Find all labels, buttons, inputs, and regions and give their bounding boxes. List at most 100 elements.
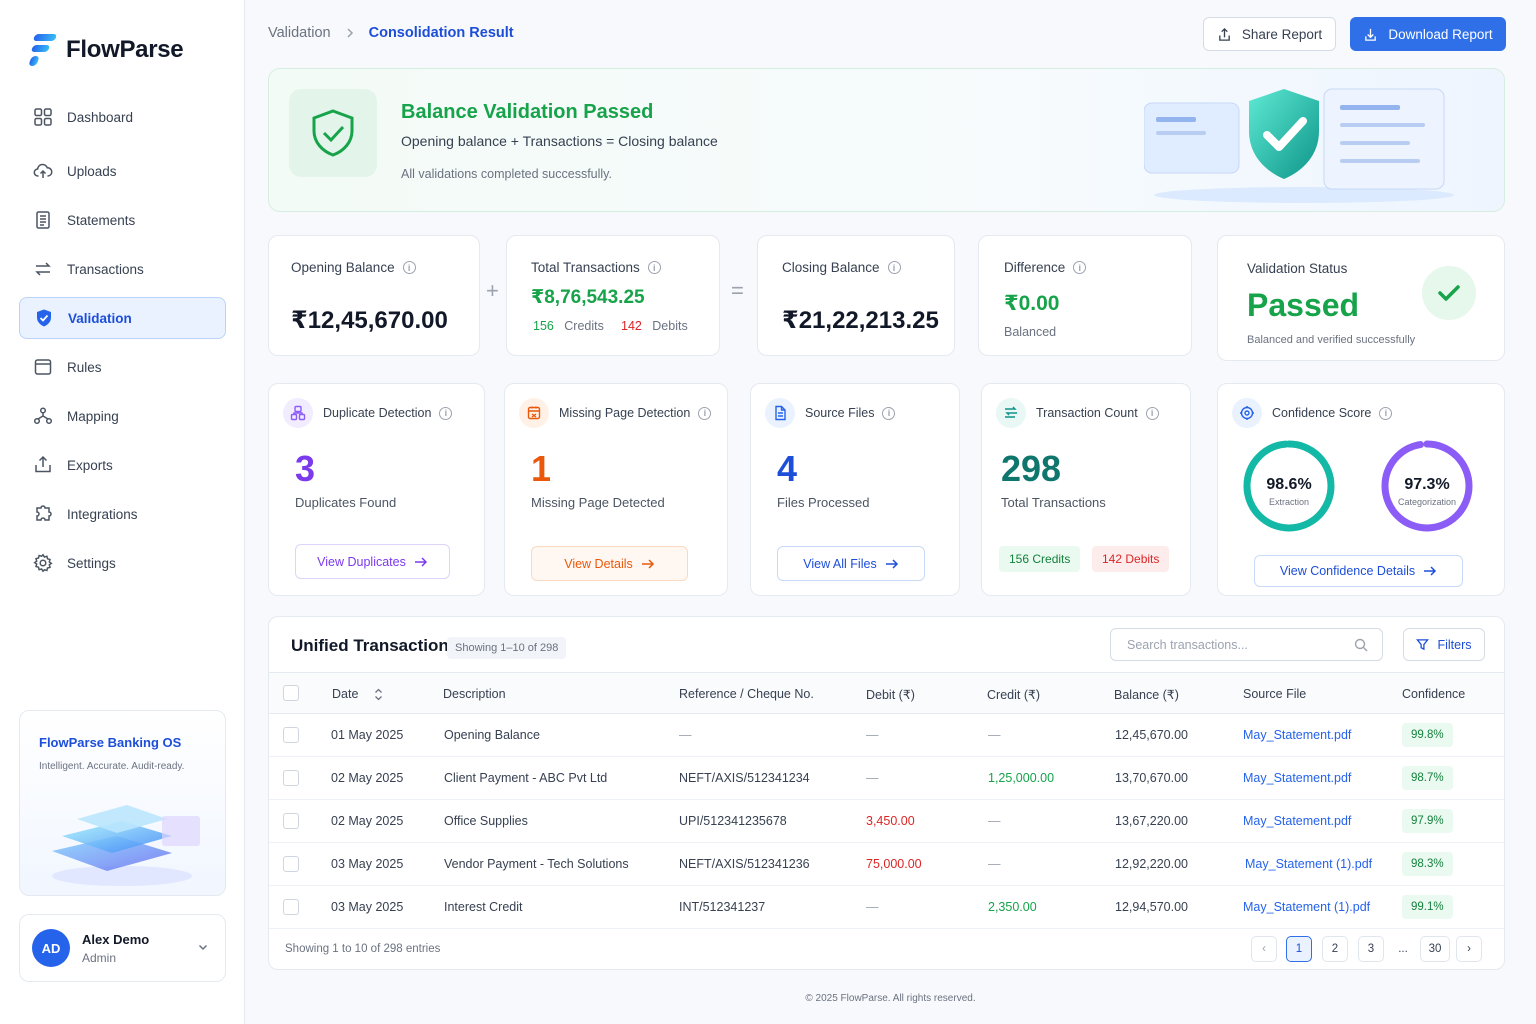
search-placeholder: Search transactions... <box>1127 637 1248 652</box>
sidebar-item-label: Validation <box>68 310 132 326</box>
cell-balance: 13,67,220.00 <box>1115 814 1188 828</box>
column-source-file: Source File <box>1243 687 1307 701</box>
pagination-page-1[interactable]: 1 <box>1286 936 1312 962</box>
info-icon[interactable]: i <box>1145 406 1159 420</box>
view-confidence-details-button[interactable]: View Confidence Details <box>1254 555 1463 587</box>
duplicates-caption: Duplicates Found <box>295 495 397 510</box>
cell-source-file[interactable]: May_Statement.pdf <box>1243 771 1352 785</box>
banner-illustration <box>1144 88 1454 203</box>
confidence-score-label: Confidence Score <box>1272 406 1372 420</box>
column-date[interactable]: Date <box>332 687 383 701</box>
pagination-page-3[interactable]: 3 <box>1358 936 1384 962</box>
cloud-upload-icon <box>33 163 53 178</box>
breadcrumb-parent[interactable]: Validation <box>268 25 331 41</box>
export-icon <box>35 455 51 473</box>
window-icon <box>34 359 52 375</box>
info-icon[interactable]: i <box>1073 261 1087 274</box>
search-icon <box>1354 638 1368 652</box>
view-duplicates-label: View Duplicates <box>317 554 406 569</box>
logo[interactable]: FlowParse <box>28 32 184 68</box>
download-report-button[interactable]: Download Report <box>1350 17 1506 51</box>
chevron-down-icon[interactable] <box>197 941 209 953</box>
cell-debit: — <box>866 771 879 785</box>
pagination-page-2[interactable]: 2 <box>1322 936 1348 962</box>
share-icon <box>1219 27 1230 41</box>
table-row[interactable]: 03 May 2025 Interest Credit INT/51234123… <box>269 886 1504 929</box>
row-checkbox[interactable] <box>283 727 299 743</box>
row-checkbox[interactable] <box>283 899 299 915</box>
view-details-label: View Details <box>564 556 633 571</box>
sidebar-item-dashboard[interactable]: Dashboard <box>19 96 226 138</box>
info-icon[interactable]: i <box>647 261 661 274</box>
table-footer-summary: Showing 1 to 10 of 298 entries <box>285 943 441 955</box>
cell-source-file[interactable]: May_Statement (1).pdf <box>1243 900 1371 914</box>
check-circle-icon <box>1422 266 1476 320</box>
pagination-page-30[interactable]: 30 <box>1420 936 1450 962</box>
cell-date: 03 May 2025 <box>331 857 404 871</box>
select-all-checkbox[interactable] <box>283 685 299 701</box>
search-input[interactable]: Search transactions... <box>1110 628 1383 661</box>
avatar: AD <box>32 929 70 967</box>
row-checkbox[interactable] <box>283 770 299 786</box>
sidebar-item-uploads[interactable]: Uploads <box>19 150 226 192</box>
user-profile[interactable]: AD Alex Demo Admin <box>19 914 226 982</box>
info-icon[interactable]: i <box>698 406 712 420</box>
info-icon[interactable]: i <box>887 261 901 274</box>
file-icon <box>765 398 795 428</box>
sidebar-item-integrations[interactable]: Integrations <box>19 493 226 535</box>
sidebar-item-mapping[interactable]: Mapping <box>19 395 226 437</box>
user-role: Admin <box>82 950 117 965</box>
sidebar-item-exports[interactable]: Exports <box>19 444 226 486</box>
sidebar-item-validation[interactable]: Validation <box>19 297 226 339</box>
duplicates-value: 3 <box>295 448 316 489</box>
column-date-label: Date <box>332 687 359 701</box>
view-all-files-button[interactable]: View All Files <box>777 546 925 581</box>
chevron-right-icon <box>347 28 353 38</box>
row-checkbox[interactable] <box>283 813 299 829</box>
sidebar-item-label: Uploads <box>67 163 117 179</box>
pagination-next[interactable]: › <box>1456 936 1482 962</box>
sidebar-item-settings[interactable]: Settings <box>19 542 226 584</box>
filters-button[interactable]: Filters <box>1403 628 1485 661</box>
transaction-count-card: Transaction Count i 298 Total Transaction… <box>981 383 1191 596</box>
cell-source-file[interactable]: May_Statement.pdf <box>1243 814 1352 828</box>
missing-page-card: Missing Page Detection i 1 Missing Page D… <box>504 383 728 596</box>
table-row[interactable]: 01 May 2025 Opening Balance — — — 12,45,… <box>269 714 1504 757</box>
sidebar-item-transactions[interactable]: Transactions <box>19 248 226 290</box>
duplicate-detection-label: Duplicate Detection <box>323 406 432 420</box>
confidence-badge: 99.1% <box>1402 895 1453 919</box>
table-row[interactable]: 02 May 2025 Client Payment - ABC Pvt Ltd… <box>269 757 1504 800</box>
banner-title: Balance Validation Passed <box>401 101 654 123</box>
info-icon[interactable]: i <box>439 406 453 420</box>
table-title: Unified Transactions <box>291 636 459 655</box>
source-files-value: 4 <box>777 448 798 489</box>
cell-source-file[interactable]: May_Statement.pdf <box>1243 728 1352 742</box>
view-confidence-details-label: View Confidence Details <box>1279 564 1416 578</box>
pagination-prev[interactable]: ‹ <box>1251 936 1277 962</box>
row-checkbox[interactable] <box>283 856 299 872</box>
transaction-count-label: Transaction Count <box>1036 406 1138 420</box>
shield-check-icon <box>312 109 354 157</box>
validation-status-note: Balanced and verified successfully <box>1247 334 1416 346</box>
table-row[interactable]: 03 May 2025 Vendor Payment - Tech Soluti… <box>269 843 1504 886</box>
cell-source-file[interactable]: May_Statement (1).pdf <box>1245 857 1373 871</box>
share-report-button[interactable]: Share Report <box>1203 17 1336 51</box>
sidebar-item-statements[interactable]: Statements <box>19 199 226 241</box>
sidebar-item-label: Transactions <box>67 261 144 277</box>
cell-debit: — <box>866 900 879 914</box>
banner-subtitle: Opening balance + Transactions = Closing… <box>401 133 718 149</box>
info-icon[interactable]: i <box>1379 406 1393 420</box>
cell-date: 02 May 2025 <box>331 771 404 785</box>
sidebar-item-rules[interactable]: Rules <box>19 346 226 388</box>
info-icon[interactable]: i <box>402 261 416 274</box>
shield-check-icon <box>37 309 51 327</box>
categorization-value: 97.3% <box>1404 476 1450 493</box>
table-row[interactable]: 02 May 2025 Office Supplies UPI/51234123… <box>269 800 1504 843</box>
sidebar-item-label: Integrations <box>67 506 138 522</box>
view-duplicates-button[interactable]: View Duplicates <box>295 544 450 579</box>
debits-label: Debits <box>652 319 688 333</box>
info-icon[interactable]: i <box>882 406 896 420</box>
sidebar-item-label: Statements <box>67 212 136 228</box>
view-details-button[interactable]: View Details <box>531 546 688 581</box>
sort-icon[interactable] <box>374 688 383 701</box>
